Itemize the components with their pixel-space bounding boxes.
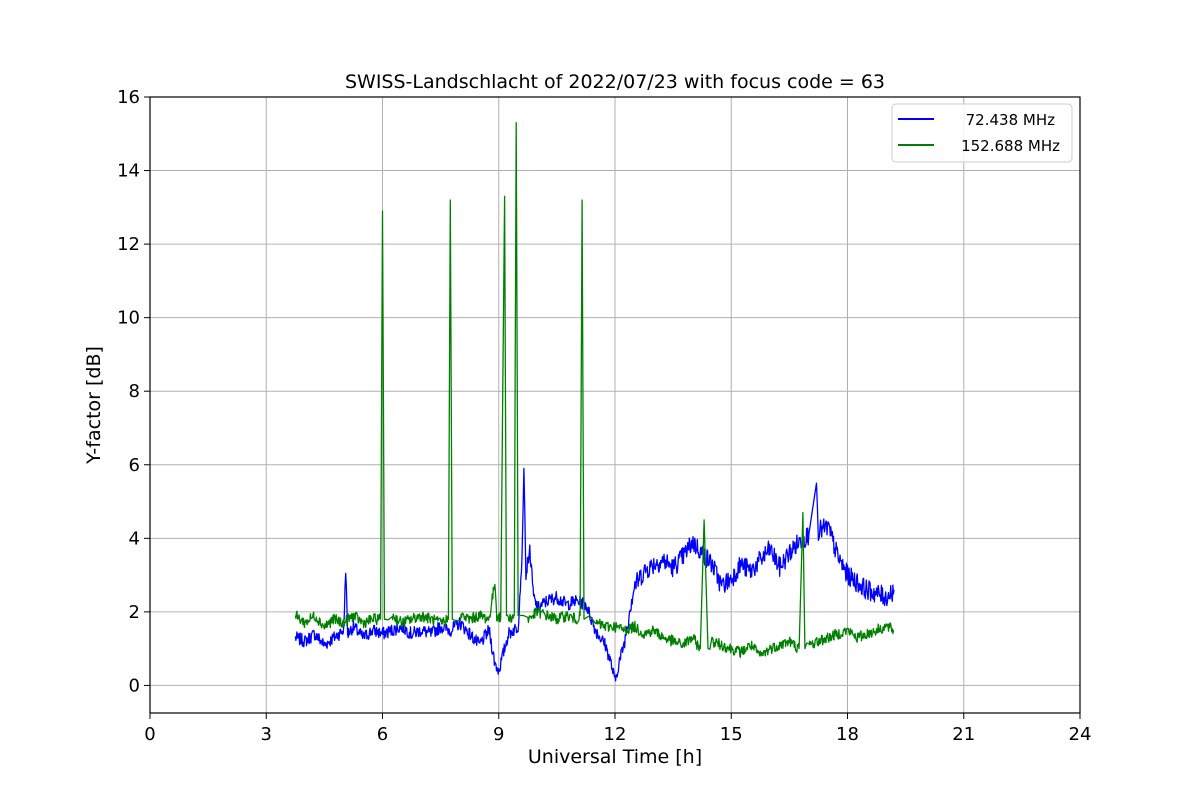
x-axis-title: Universal Time [h] <box>528 746 702 768</box>
series-layer <box>294 122 895 682</box>
x-tick-label: 6 <box>377 724 388 745</box>
x-tick-label: 24 <box>1069 724 1092 745</box>
y-axis: 0 2 4 6 8 10 12 14 16 <box>117 87 150 696</box>
x-axis: 0 3 6 9 12 15 18 21 24 <box>144 713 1091 745</box>
legend-box <box>891 103 1073 163</box>
x-tick-label: 21 <box>952 724 975 745</box>
x-tick-label: 0 <box>144 724 155 745</box>
y-tick-label: 8 <box>129 381 140 402</box>
y-tick-label: 14 <box>117 161 140 182</box>
x-tick-label: 18 <box>836 724 859 745</box>
x-tick-label: 9 <box>493 724 504 745</box>
series-line-1 <box>294 122 895 659</box>
x-tick-label: 3 <box>261 724 272 745</box>
x-tick-label: 15 <box>720 724 743 745</box>
y-tick-label: 4 <box>129 528 140 549</box>
grid <box>149 96 1081 713</box>
x-tick-label: 12 <box>604 724 627 745</box>
y-tick-label: 10 <box>117 308 140 329</box>
legend-label-72mhz: 72.438 MHz <box>966 111 1055 129</box>
legend-label-152mhz: 152.688 MHz <box>961 137 1060 155</box>
chart-title: SWISS-Landschlacht of 2022/07/23 with fo… <box>345 71 885 93</box>
y-tick-label: 2 <box>129 602 140 623</box>
y-tick-label: 12 <box>117 234 140 255</box>
y-tick-label: 6 <box>129 455 140 476</box>
y-axis-title: Y-factor [dB] <box>83 346 105 465</box>
legend: 72.438 MHz 152.688 MHz <box>891 103 1073 163</box>
y-tick-label: 16 <box>117 87 140 108</box>
y-tick-label: 0 <box>129 675 140 696</box>
